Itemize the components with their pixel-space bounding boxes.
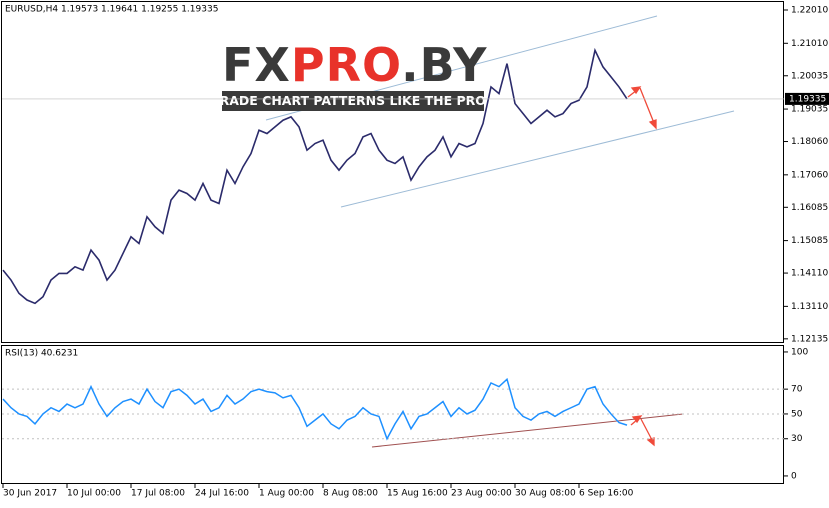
y-tick-label: 1.21010 (791, 39, 828, 49)
y-tick-label: 1.14110 (791, 269, 828, 279)
y-tick-label: 30 (791, 434, 803, 444)
x-tick-label: 17 Jul 08:00 (131, 489, 185, 499)
y-tick-label: 1.12135 (791, 334, 828, 344)
watermark-part: .BY (401, 38, 487, 92)
price-tag-label: 1.19335 (789, 94, 826, 104)
y-tick-label: 1.17060 (791, 170, 828, 180)
y-tick-label: 0 (791, 471, 797, 481)
watermark-tagline: TRADE CHART PATTERNS LIKE THE PROS (211, 93, 495, 108)
x-tick-label: 30 Jun 2017 (3, 489, 57, 499)
watermark-part: PRO (291, 38, 401, 92)
y-tick-label: 1.13110 (791, 302, 828, 312)
y-tick-label: 1.19035 (791, 105, 828, 115)
arrows (627, 86, 657, 447)
y-tick-label: 1.20035 (791, 71, 828, 81)
rsi-panel (1, 345, 784, 484)
x-tick-label: 15 Aug 16:00 (387, 489, 448, 499)
x-tick-label: 6 Sep 16:00 (579, 489, 634, 499)
y-tick-label: 1.15085 (791, 236, 828, 246)
rsi-trend-line (371, 413, 684, 448)
y-tick-label: 1.22010 (791, 5, 828, 15)
channel-line (340, 110, 735, 208)
x-tick-label: 24 Jul 16:00 (195, 489, 249, 499)
price-tag (785, 92, 829, 105)
x-tick-label: 10 Jul 00:00 (67, 489, 121, 499)
series-line (2, 47, 628, 305)
x-tick-label: 23 Aug 00:00 (451, 489, 512, 499)
y-tick-label: 1.16085 (791, 203, 828, 213)
symbol-header: EURUSD,H4 1.19573 1.19641 1.19255 1.1933… (5, 5, 218, 15)
x-tick-label: 8 Aug 08:00 (323, 489, 378, 499)
price-panel (1, 1, 784, 343)
x-tick-label: 1 Aug 00:00 (259, 489, 314, 499)
series-line (2, 377, 628, 441)
watermark-part: FX (222, 38, 291, 92)
y-tick-label: 100 (791, 347, 808, 357)
watermark: FXPRO.BY (222, 38, 487, 92)
y-tick-label: 1.18060 (791, 137, 828, 147)
indicator-title: RSI(13) 40.6231 (5, 349, 78, 359)
y-tick-label: 50 (791, 409, 803, 419)
y-tick-label: 70 (791, 385, 803, 395)
watermark-band (222, 91, 484, 111)
x-tick-label: 30 Aug 08:00 (515, 489, 576, 499)
